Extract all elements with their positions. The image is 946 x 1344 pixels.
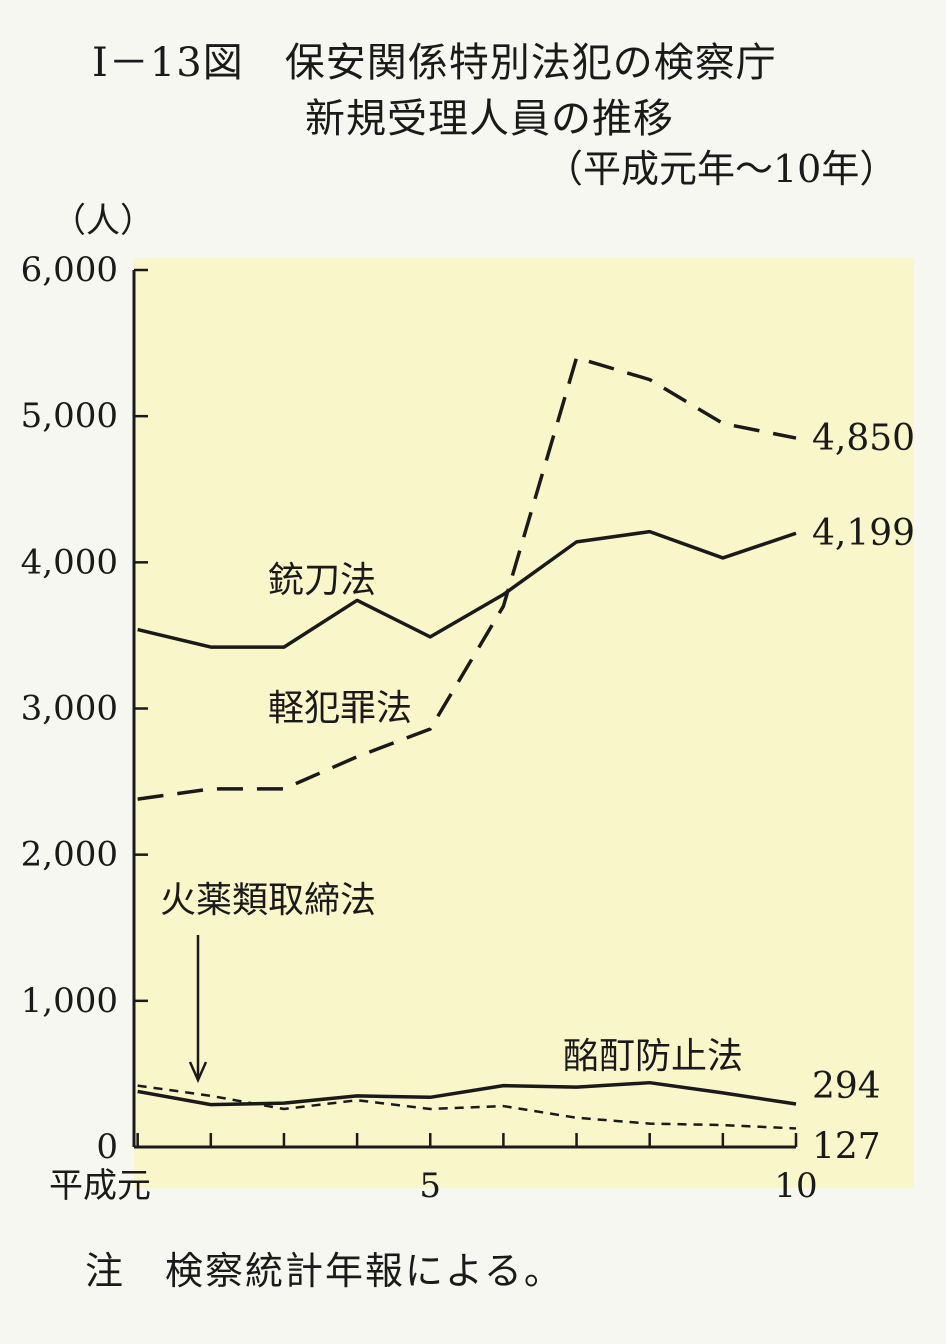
chart-subtitle: （平成元年～10年）: [545, 147, 898, 191]
series-line-4: [137, 1080, 797, 1107]
data-end-label: 294: [812, 1066, 881, 1107]
data-end-label: 4,199: [812, 513, 915, 554]
x-tick-label: 5: [419, 1166, 441, 1206]
data-end-label: 127: [812, 1126, 881, 1167]
series-name-label: 軽犯罪法: [268, 688, 412, 729]
data-end-label: 4,850: [812, 418, 915, 459]
series-layer: [137, 355, 797, 1130]
series-name-label: 銃刀法: [268, 560, 376, 601]
y-tick-label: 6,000: [21, 250, 118, 290]
annotation-arrow-head: [188, 1061, 208, 1084]
chart-title-line1: Ⅰ－13図 保安関係特別法犯の検察庁: [92, 40, 777, 86]
source-note: 注 検察統計年報による。: [85, 1249, 564, 1293]
x-tick-label: 平成元: [49, 1166, 151, 1206]
x-tick-label: 10: [774, 1166, 817, 1206]
y-axis-label: （人）: [52, 201, 154, 241]
y-tick-label: 2,000: [21, 835, 118, 875]
y-tick-label: 5,000: [21, 396, 118, 436]
plot-background: [134, 258, 914, 1188]
y-tick-label: 0: [96, 1127, 118, 1167]
y-tick-label: 3,000: [21, 689, 118, 729]
line-chart: 0 1,000 2,000 3,000 4,000 5,000 6,000 （人） 平成元 5 10…: [21, 201, 915, 1206]
chart-title-line2: 新規受理人員の推移: [305, 96, 674, 142]
series-name-label: 火薬類取締法: [160, 880, 376, 921]
series-line-2: [137, 355, 797, 801]
series-line-1: [137, 529, 797, 649]
series-name-label: 酩酊防止法: [563, 1036, 743, 1077]
y-tick-label: 4,000: [21, 542, 118, 582]
series-line-3: [137, 1084, 797, 1130]
axes-group: 0 1,000 2,000 3,000 4,000 5,000 6,000 （人） 平成元 5 10: [21, 201, 818, 1206]
y-tick-label: 1,000: [21, 981, 118, 1021]
